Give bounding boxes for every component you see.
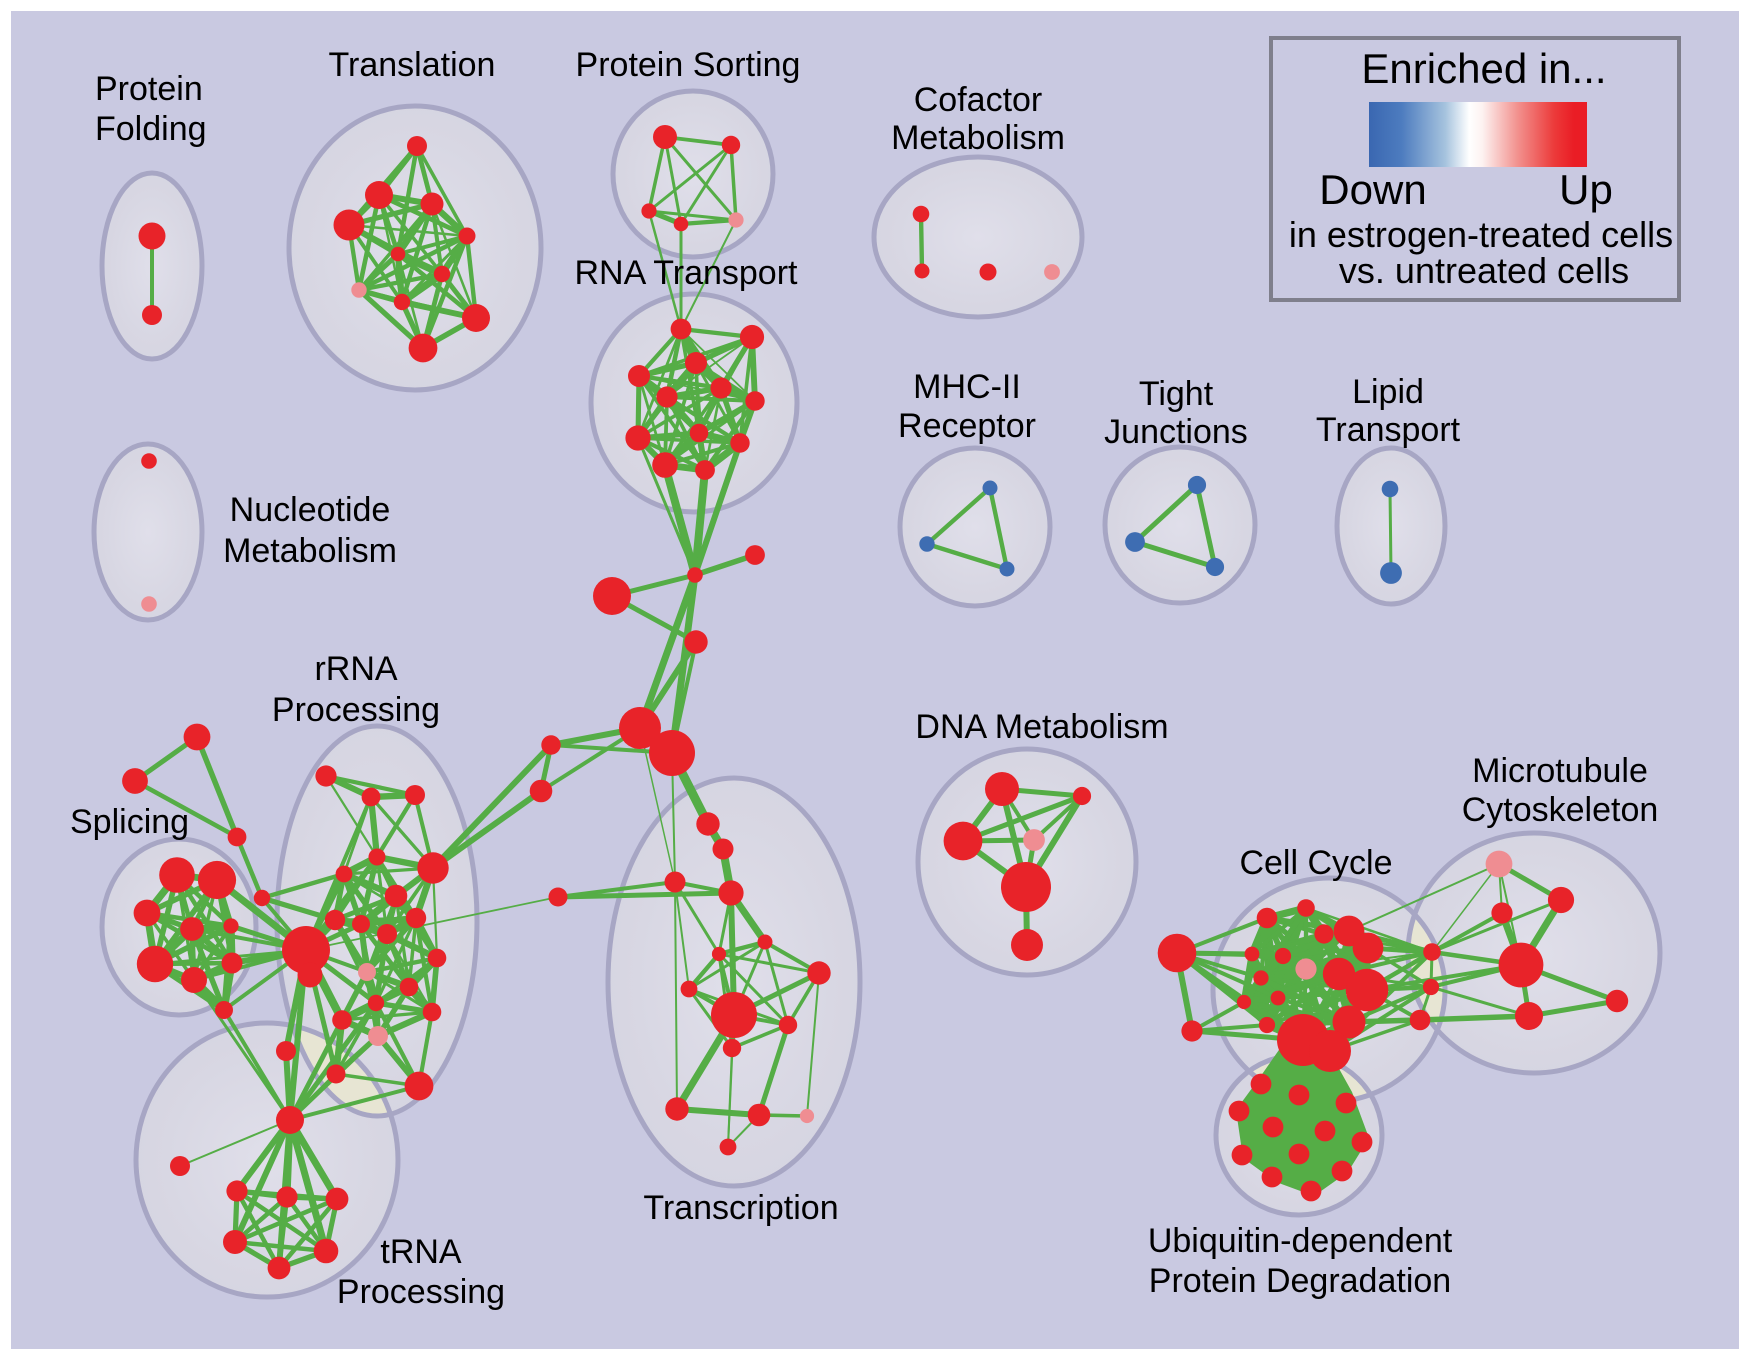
svg-text:Receptor: Receptor — [898, 407, 1036, 445]
svg-text:tRNA: tRNA — [380, 1233, 462, 1271]
svg-text:Cell Cycle: Cell Cycle — [1239, 844, 1392, 882]
svg-text:Processing: Processing — [272, 691, 440, 729]
svg-text:Enriched in...: Enriched in... — [1361, 45, 1606, 92]
svg-text:Splicing: Splicing — [70, 803, 189, 841]
svg-text:MHC-II: MHC-II — [913, 368, 1021, 406]
svg-text:Metabolism: Metabolism — [891, 119, 1065, 157]
svg-text:Down: Down — [1319, 166, 1426, 213]
svg-text:Translation: Translation — [329, 46, 496, 84]
svg-text:Junctions: Junctions — [1104, 413, 1248, 451]
svg-text:rRNA: rRNA — [314, 650, 397, 688]
svg-text:RNA Transport: RNA Transport — [575, 254, 799, 292]
svg-text:Transcription: Transcription — [643, 1189, 838, 1227]
svg-text:Metabolism: Metabolism — [223, 532, 397, 570]
svg-text:Tight: Tight — [1139, 375, 1214, 413]
svg-text:Microtubule: Microtubule — [1472, 752, 1648, 790]
svg-text:Folding: Folding — [95, 110, 207, 148]
svg-text:Cofactor: Cofactor — [914, 81, 1043, 119]
svg-text:in estrogen-treated cells: in estrogen-treated cells — [1289, 214, 1673, 255]
svg-text:Ubiquitin-dependent: Ubiquitin-dependent — [1148, 1222, 1453, 1260]
svg-text:Protein Sorting: Protein Sorting — [576, 46, 801, 84]
svg-text:Processing: Processing — [337, 1273, 505, 1311]
svg-text:Nucleotide: Nucleotide — [230, 491, 391, 529]
svg-text:DNA Metabolism: DNA Metabolism — [915, 708, 1168, 746]
svg-text:Transport: Transport — [1316, 411, 1461, 449]
svg-text:Protein: Protein — [95, 70, 203, 108]
svg-text:Protein Degradation: Protein Degradation — [1149, 1262, 1451, 1300]
svg-text:Lipid: Lipid — [1352, 373, 1424, 411]
svg-text:Up: Up — [1559, 166, 1613, 213]
svg-text:vs. untreated cells: vs. untreated cells — [1339, 250, 1629, 291]
svg-text:Cytoskeleton: Cytoskeleton — [1462, 791, 1659, 829]
